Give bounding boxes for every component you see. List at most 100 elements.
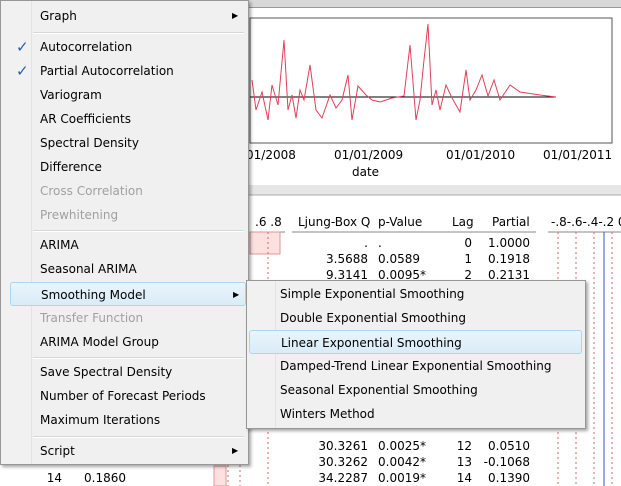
menu-item[interactable]: Seasonal ARIMA xyxy=(10,257,246,281)
table-cell: 0.1918 xyxy=(488,252,530,266)
menu-item: Prewhitening xyxy=(10,203,246,227)
menu-item-label: Variogram xyxy=(40,88,102,102)
table-cell: 3.5688 xyxy=(326,252,368,266)
table-cell: 9.3141 xyxy=(326,268,368,282)
column-header: Lag xyxy=(452,215,474,229)
acf-bar-fragment xyxy=(249,231,281,255)
x-tick-label: 01/01/2009 xyxy=(334,148,404,162)
x-tick-label: 01/01/2011 xyxy=(543,148,613,162)
menu-item[interactable]: Script ▶ xyxy=(10,439,246,463)
menu-item[interactable]: ARIMA Model Group xyxy=(10,330,246,354)
title-bar xyxy=(0,0,621,8)
menu-item-label: Graph xyxy=(40,9,77,23)
submenu-arrow: ▶ xyxy=(232,11,239,20)
menu-item-label: Save Spectral Density xyxy=(40,365,173,379)
menu-item: Transfer Function xyxy=(10,306,246,330)
menu-item-label: Simple Exponential Smoothing xyxy=(280,287,465,301)
table-cell: 30.3262 xyxy=(318,455,368,469)
menu-item-label: Smoothing Model xyxy=(41,288,146,302)
menu-item[interactable]: Double Exponential Smoothing xyxy=(249,306,582,330)
menu-item[interactable]: Winters Method xyxy=(249,402,582,426)
menu-item-label: Winters Method xyxy=(280,407,375,421)
menu-item-label: AR Coefficients xyxy=(40,112,131,126)
menu-separator xyxy=(33,32,244,34)
column-header: p-Value xyxy=(378,215,423,229)
menu-item[interactable]: Number of Forecast Periods xyxy=(10,384,246,408)
table-cell: 12 xyxy=(456,439,472,453)
x-axis-title: date xyxy=(352,165,380,179)
menu-item-label: Autocorrelation xyxy=(40,40,133,54)
menu-item: Cross Correlation xyxy=(10,179,246,203)
menu-item[interactable]: Seasonal Exponential Smoothing xyxy=(249,378,582,402)
table-cell: 14 xyxy=(456,471,472,485)
menu-item[interactable]: Variogram xyxy=(10,83,246,107)
menu-item-label: Linear Exponential Smoothing xyxy=(281,336,462,350)
menu-item-label: Maximum Iterations xyxy=(40,413,161,427)
table-cell: 0.0510 xyxy=(488,439,530,453)
menu-item[interactable]: Linear Exponential Smoothing xyxy=(249,330,582,354)
menu-item[interactable]: Partial Autocorrelation ✓ xyxy=(10,59,246,83)
menu-item-label: Difference xyxy=(40,160,102,174)
column-header: -.8-.6-.4-.2 0 xyxy=(551,215,621,229)
x-tick-label: 01/2008 xyxy=(246,148,296,162)
table-cell: . xyxy=(364,236,368,250)
menu-item[interactable]: ARIMA xyxy=(10,233,246,257)
menu-gutter xyxy=(1,1,32,464)
acf-bar-fragment xyxy=(213,465,227,486)
table-cell: 1.0000 xyxy=(488,236,530,250)
submenu-arrow: ▶ xyxy=(232,446,239,455)
menu-item-label: Damped-Trend Linear Exponential Smoothin… xyxy=(280,359,552,373)
table-cell: -0.1068 xyxy=(483,455,530,469)
menu-item-label: Partial Autocorrelation xyxy=(40,64,174,78)
menu-item-label: ARIMA Model Group xyxy=(40,335,159,349)
menu-item[interactable]: AR Coefficients xyxy=(10,107,246,131)
menu-item[interactable]: Maximum Iterations xyxy=(10,408,246,432)
table-cell: 14 xyxy=(46,471,62,485)
table-cell: 0.1860 xyxy=(84,471,126,485)
menu-item-label: Cross Correlation xyxy=(40,184,143,198)
menu-item-label: Spectral Density xyxy=(40,136,139,150)
table-cell: 2 xyxy=(464,268,472,282)
menu-item-label: Number of Forecast Periods xyxy=(40,389,206,403)
table-cell: 1 xyxy=(464,252,472,266)
table-cell: 0.0019* xyxy=(378,471,426,485)
menu-gutter xyxy=(247,281,276,428)
menu-item-label: Prewhitening xyxy=(40,208,119,222)
table-cell: . xyxy=(378,236,382,250)
menu-item-label: Seasonal ARIMA xyxy=(40,262,137,276)
menu-item-label: Script xyxy=(40,444,75,458)
table-cell: 0.0095* xyxy=(378,268,426,282)
table-cell: 0.2131 xyxy=(488,268,530,282)
table-cell: 0.0042* xyxy=(378,455,426,469)
menu-item[interactable]: Spectral Density xyxy=(10,131,246,155)
check-mark: ✓ xyxy=(16,38,29,56)
menu-separator xyxy=(33,436,244,438)
table-cell: 30.3261 xyxy=(318,439,368,453)
menu-item[interactable]: Damped-Trend Linear Exponential Smoothin… xyxy=(249,354,582,378)
menu-item-label: ARIMA xyxy=(40,238,79,252)
column-header: Ljung-Box Q xyxy=(298,215,371,229)
menu-item[interactable]: Autocorrelation ✓ xyxy=(10,35,246,59)
menu-item-label: Transfer Function xyxy=(40,311,144,325)
column-header: .6 .8 xyxy=(255,215,282,229)
table-cell: 0.0025* xyxy=(378,439,426,453)
table-cell: 34.2287 xyxy=(318,471,368,485)
menu-item[interactable]: Smoothing Model ▶ xyxy=(10,282,246,306)
menu-item-label: Double Exponential Smoothing xyxy=(280,311,466,325)
menu-separator xyxy=(33,230,244,232)
menu-item[interactable]: Difference xyxy=(10,155,246,179)
menu-item[interactable]: Save Spectral Density xyxy=(10,360,246,384)
table-cell: 0.1390 xyxy=(488,471,530,485)
table-cell: 13 xyxy=(456,455,472,469)
submenu: Simple Exponential Smoothing Double Expon… xyxy=(246,280,586,429)
series-line xyxy=(251,23,557,121)
check-mark: ✓ xyxy=(16,62,29,80)
menu-item[interactable]: Graph ▶ xyxy=(10,4,246,28)
context-menu: Graph ▶ Autocorrelation ✓ Partial Autocorrel… xyxy=(0,0,249,465)
report-separator xyxy=(0,185,621,195)
menu-separator xyxy=(33,357,244,359)
menu-item[interactable]: Simple Exponential Smoothing xyxy=(249,282,582,306)
submenu-arrow: ▶ xyxy=(233,290,240,299)
